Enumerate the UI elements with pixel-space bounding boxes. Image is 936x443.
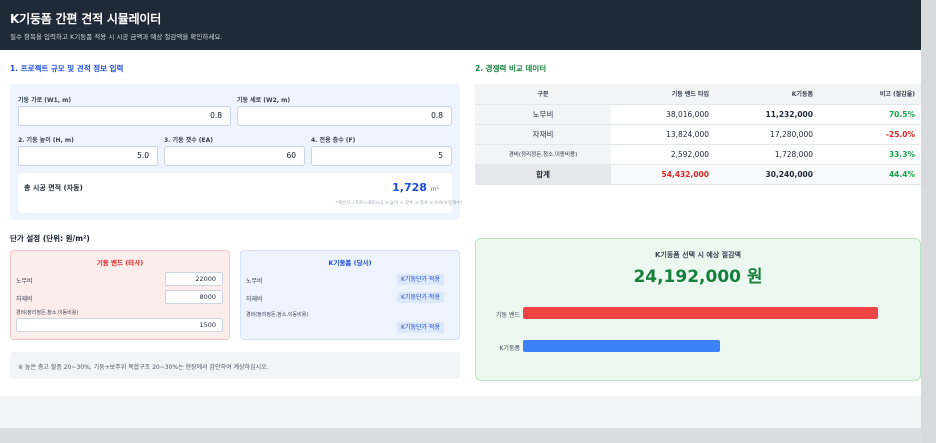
section1-title: 1. 프로젝트 규모 및 견적 정보 입력 bbox=[10, 64, 124, 73]
kform-material-label: 자재비 bbox=[246, 296, 263, 303]
table-row: 경비(정리정돈,청소,이동비용) 2,592,000 1,728,000 33.… bbox=[475, 144, 921, 165]
total-kform: 30,240,000 bbox=[715, 164, 819, 185]
area-formula: *계산식: (가로+세로)×2 × 높이 × 갯수 × 층수 × 0.9(보정계… bbox=[335, 201, 462, 206]
floors-label: 4. 전용 층수 (F) bbox=[311, 137, 356, 144]
page-title: K기둥폼 간편 견적 시뮬레이터 bbox=[10, 12, 162, 26]
row-note: -25.0% bbox=[819, 124, 921, 145]
area-number: 1,728 bbox=[392, 181, 427, 194]
col-band: 기둥 밴드 타입 bbox=[611, 84, 715, 105]
row-note: 70.5% bbox=[819, 104, 921, 125]
total-note: 44.4% bbox=[819, 164, 921, 185]
section2-title: 2. 경쟁력 비교 데이터 bbox=[475, 64, 547, 73]
area-unit: m² bbox=[430, 186, 439, 193]
w1-input[interactable]: 0.8 bbox=[18, 106, 231, 126]
w2-label: 기둥 세로 (W2, m) bbox=[237, 97, 291, 104]
table-row: 노무비 38,016,000 11,232,000 70.5% bbox=[475, 104, 921, 125]
bar-kform bbox=[523, 340, 720, 352]
kform-expense-tag: K기둥단가 적용 bbox=[397, 322, 444, 333]
table-total-row: 합계 54,432,000 30,240,000 44.4% bbox=[475, 164, 921, 185]
unit-section-title: 단가 설정 (단위: 원/m²) bbox=[10, 234, 90, 243]
row-band: 2,592,000 bbox=[611, 144, 715, 165]
table-header-row: 구분 기둥 밴드 타입 K기둥폼 비고 (절감율) bbox=[475, 84, 921, 105]
kform-expense-label: 경비(정리정돈,청소,이동비용) bbox=[246, 312, 309, 318]
row-name: 경비(정리정돈,청소,이동비용) bbox=[475, 144, 611, 165]
row-kform: 1,728,000 bbox=[715, 144, 819, 165]
bar-label-kform: K기둥폼 bbox=[499, 345, 521, 352]
band-labor-label: 노무비 bbox=[16, 278, 33, 285]
total-name: 합계 bbox=[475, 164, 611, 185]
band-box-title: 기둥 밴드 (타사) bbox=[96, 259, 144, 267]
floors-input[interactable]: 5 bbox=[311, 146, 452, 166]
band-expense-input[interactable]: 1500 bbox=[16, 318, 223, 332]
band-labor-input[interactable]: 22000 bbox=[165, 272, 223, 286]
kform-labor-tag: K기둥단가 적용 bbox=[397, 274, 444, 285]
col-category: 구분 bbox=[475, 84, 611, 105]
row-kform: 11,232,000 bbox=[715, 104, 819, 125]
app-header: K기둥폼 간편 견적 시뮬레이터 필수 항목을 입력하고 K기둥폼 적용 시 시… bbox=[0, 0, 936, 50]
count-input[interactable]: 60 bbox=[164, 146, 305, 166]
savings-amount: 24,192,000 원 bbox=[633, 267, 763, 287]
scrollbar-gutter bbox=[921, 0, 936, 443]
kform-labor-label: 노무비 bbox=[246, 278, 263, 285]
total-band: 54,432,000 bbox=[611, 164, 715, 185]
area-box bbox=[18, 173, 452, 213]
kform-box-title: K기둥폼 (당사) bbox=[328, 259, 372, 267]
bottom-area bbox=[0, 396, 921, 428]
row-name: 자재비 bbox=[475, 124, 611, 145]
col-kform: K기둥폼 bbox=[715, 84, 819, 105]
bar-label-band: 기둥 밴드 bbox=[496, 312, 520, 319]
comparison-table: 구분 기둥 밴드 타입 K기둥폼 비고 (절감율) 노무비 38,016,000… bbox=[475, 84, 921, 185]
count-label: 3. 기둥 갯수 (EA) bbox=[164, 137, 214, 144]
bar-band bbox=[523, 307, 878, 319]
area-value: 1,728 m² bbox=[392, 181, 439, 194]
page-subtitle: 필수 항목을 입력하고 K기둥폼 적용 시 시공 금액과 예상 절감액을 확인하… bbox=[10, 33, 223, 41]
w2-input[interactable]: 0.8 bbox=[237, 106, 452, 126]
row-band: 38,016,000 bbox=[611, 104, 715, 125]
band-material-input[interactable]: 8000 bbox=[165, 290, 223, 304]
savings-title: K기둥폼 선택 시 예상 절감액 bbox=[654, 251, 741, 259]
row-kform: 17,280,000 bbox=[715, 124, 819, 145]
kform-material-tag: K기둥단가 적용 bbox=[397, 292, 444, 303]
band-expense-label: 경비(정리정돈,청소,이동비용) bbox=[16, 310, 79, 316]
row-band: 13,824,000 bbox=[611, 124, 715, 145]
height-label: 2. 기둥 높이 (H, m) bbox=[18, 137, 74, 144]
row-name: 노무비 bbox=[475, 104, 611, 125]
row-note: 33.3% bbox=[819, 144, 921, 165]
w1-label: 기둥 가로 (W1, m) bbox=[18, 97, 72, 104]
area-label: 총 시공 면적 (자동) bbox=[24, 184, 83, 192]
band-material-label: 자재비 bbox=[16, 296, 33, 303]
col-note: 비고 (절감율) bbox=[819, 84, 921, 105]
notice-box: ※ 높은 층고 할증 20~30%, 기둥+보주위 복합구조 20~30%는 현… bbox=[10, 352, 460, 379]
height-input[interactable]: 5.0 bbox=[18, 146, 158, 166]
table-row: 자재비 13,824,000 17,280,000 -25.0% bbox=[475, 124, 921, 145]
